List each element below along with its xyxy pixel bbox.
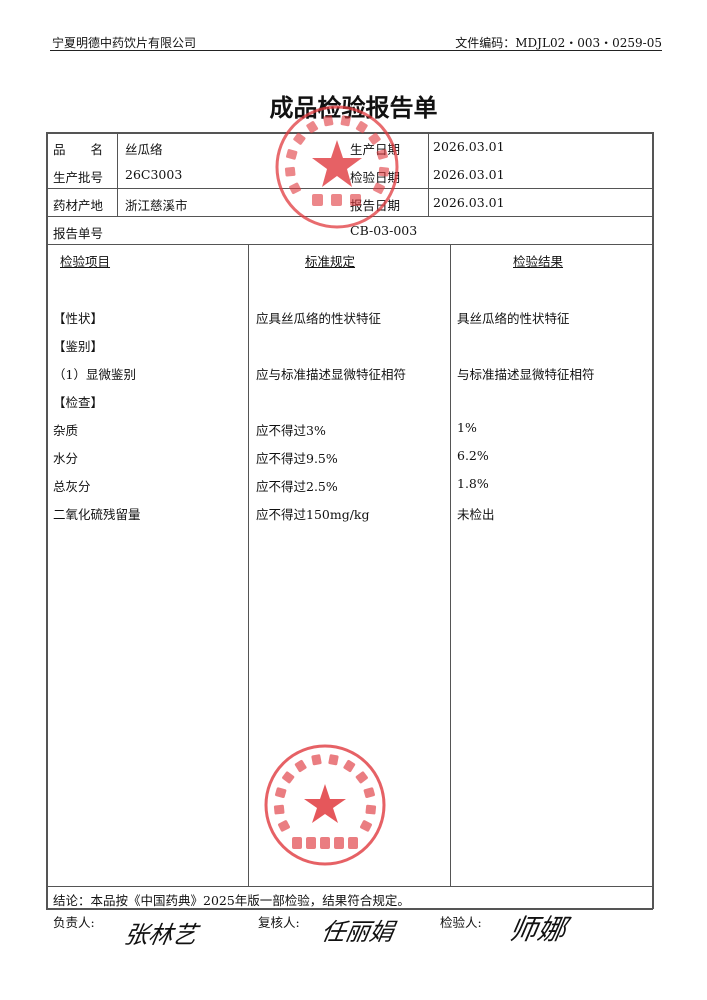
seal-glyph (360, 820, 372, 832)
inspector-signature: 师娜 (506, 913, 569, 946)
product-name-label: 品 名 (53, 142, 104, 157)
row-item: 【鉴别】 (53, 339, 104, 354)
seal-glyph (293, 132, 306, 145)
page-title: 成品检验报告单 (269, 94, 438, 122)
test-date: 2026.03.01 (433, 167, 505, 182)
row-result: 1.8% (457, 476, 489, 491)
row-item: 总灰分 (53, 479, 91, 494)
document-code: 文件编码：MDJL02・003・0259-05 (455, 36, 662, 50)
origin: 浙江慈溪市 (125, 198, 188, 213)
row-result: 与标准描述显微特征相符 (457, 367, 595, 382)
column-header-standard: 标准规定 (305, 254, 356, 269)
seal-glyph (275, 787, 287, 799)
seal-glyph (273, 804, 285, 815)
responsible-signature: 张林艺 (122, 921, 200, 949)
row-item: 杂质 (53, 423, 79, 438)
report-date: 2026.03.01 (433, 195, 505, 210)
origin-label: 药材产地 (53, 198, 104, 213)
row-item: 【性状】 (53, 311, 104, 326)
row-result: 具丝瓜络的性状特征 (457, 311, 570, 326)
seal-glyph (363, 787, 375, 799)
row-standard: 应不得过150mg/kg (256, 507, 370, 522)
row-item: （1）显微鉴别 (53, 367, 136, 382)
report-number: CB-03-003 (350, 223, 418, 238)
row-result: 1% (457, 420, 477, 435)
reviewer-signature: 任丽娟 (319, 918, 397, 946)
column-header-result: 检验结果 (513, 254, 564, 269)
row-result: 6.2% (457, 448, 489, 463)
seal-glyph (284, 166, 296, 177)
row-standard: 应不得过3% (256, 423, 326, 438)
batch-label: 生产批号 (53, 170, 104, 185)
column-header-item: 检验项目 (60, 254, 111, 269)
seal-glyph (294, 759, 307, 773)
header-divider (50, 50, 662, 51)
row-standard: 应不得过2.5% (256, 479, 338, 494)
row-standard: 应不得过9.5% (256, 451, 338, 466)
row-result: 未检出 (457, 507, 495, 522)
inspector-label: 检验人: (440, 915, 482, 930)
row-item: 二氧化硫残留量 (53, 507, 141, 522)
seal-glyph (311, 754, 322, 766)
production-date: 2026.03.01 (433, 139, 505, 154)
responsible-label: 负责人: (53, 915, 95, 930)
company-name: 宁夏明德中药饮片有限公司 (52, 36, 197, 50)
seal-glyph (328, 754, 339, 766)
test-date-label: 检验日期 (350, 170, 401, 185)
batch-number: 26C3003 (125, 167, 183, 182)
report-number-label: 报告单号 (53, 226, 104, 241)
report-date-label: 报告日期 (350, 198, 401, 213)
seal-glyph (355, 771, 368, 784)
conclusion: 结论：本品按《中国药典》2025年版一部检验，结果符合规定。 (53, 893, 410, 908)
seal-glyph (286, 149, 298, 160)
seal-glyph (365, 804, 377, 815)
row-item: 【检查】 (53, 395, 104, 410)
production-date-label: 生产日期 (350, 142, 401, 157)
seal-glyph (282, 771, 295, 784)
seal-glyph (343, 759, 356, 773)
reviewer-label: 复核人: (258, 915, 300, 930)
star-icon (304, 784, 346, 823)
seal-glyph (278, 820, 290, 832)
row-standard: 应与标准描述显微特征相符 (256, 367, 407, 382)
row-item: 水分 (53, 451, 79, 466)
row-standard: 应具丝瓜络的性状特征 (256, 311, 382, 326)
quality-inspection-seal (264, 744, 386, 866)
product-name: 丝瓜络 (125, 142, 163, 157)
